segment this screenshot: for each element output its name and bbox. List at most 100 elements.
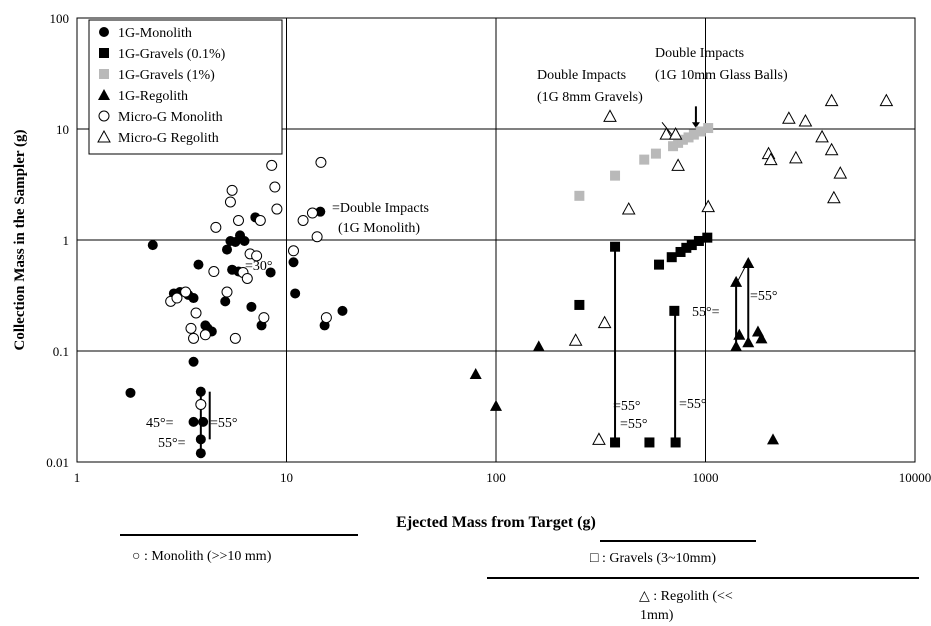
footnote-regolith: △ : Regolith (<< (639, 589, 733, 604)
x-tick-label: 1000 (693, 470, 719, 485)
legend-label: Micro-G Regolith (118, 131, 219, 146)
point-1g-monolith (288, 257, 299, 268)
annotation-55deg-monolith-right: =55° (210, 416, 238, 431)
annotation-double-impacts-monolith: =Double Impacts (332, 201, 429, 216)
point-1g-monolith (246, 301, 257, 312)
point-1g-monolith (222, 244, 233, 255)
point-1g-gravels-1 (703, 123, 714, 134)
point-micro-g-regolith (833, 166, 848, 179)
legend-marker (97, 129, 111, 143)
point-1g-regolith (742, 336, 755, 348)
legend-label: 1G-Regolith (118, 89, 188, 104)
point-1g-gravels-0-1 (686, 240, 697, 251)
point-1g-gravels-0-1 (666, 252, 677, 263)
legend-label: Micro-G Monolith (118, 110, 223, 125)
point-micro-g-monolith (311, 231, 323, 243)
point-micro-g-regolith (621, 202, 636, 215)
point-1g-gravels-0-1 (702, 232, 713, 243)
point-micro-g-monolith (180, 286, 192, 298)
x-tick-label: 10 (280, 470, 293, 485)
x-tick-label: 10000 (899, 470, 931, 485)
point-1g-monolith (195, 386, 206, 397)
point-micro-g-regolith (603, 109, 617, 122)
data-points (125, 93, 894, 459)
point-micro-g-monolith (221, 286, 233, 298)
annotation-double-impacts-glass: Double Impacts (655, 46, 744, 61)
legend-marker (99, 48, 109, 58)
point-1g-gravels-1 (610, 170, 621, 181)
point-micro-g-regolith (659, 127, 674, 140)
point-1g-monolith (125, 387, 136, 398)
legend-label: 1G-Gravels (1%) (118, 68, 215, 83)
y-tick-label: 100 (50, 11, 70, 26)
point-1g-gravels-0-1 (693, 235, 704, 246)
point-micro-g-monolith (306, 207, 318, 219)
point-1g-regolith (742, 257, 755, 269)
point-1g-monolith (290, 288, 301, 299)
point-1g-gravels-1 (650, 148, 661, 159)
point-1g-regolith (733, 328, 746, 340)
point-micro-g-regolith (879, 93, 894, 107)
point-micro-g-monolith (241, 272, 253, 284)
point-micro-g-regolith (592, 432, 606, 445)
legend-marker (98, 89, 110, 100)
point-1g-gravels-1 (668, 141, 679, 152)
point-micro-g-monolith (171, 292, 183, 304)
point-1g-monolith (195, 448, 206, 459)
footnote-regolith-cont: 1mm) (640, 608, 674, 623)
point-micro-g-regolith (815, 129, 829, 143)
point-micro-g-regolith (597, 315, 612, 329)
point-1g-monolith (147, 240, 158, 251)
point-micro-g-regolith (798, 113, 813, 127)
footnote-monolith: ○ : Monolith (>>10 mm) (132, 549, 272, 564)
point-1g-gravels-0-1 (669, 305, 680, 316)
point-micro-g-monolith (297, 214, 309, 226)
point-micro-g-regolith (824, 93, 839, 107)
annotation-55deg-gravels-3: =55° (679, 397, 707, 412)
annotation-55deg-gravels-2: =55° (620, 417, 648, 432)
point-micro-g-monolith (271, 203, 283, 215)
chart: 1 10 100 1000 10000 0.01 0.1 1 10 100 1G-Monolith… (12, 11, 931, 531)
y-axis-label: Collection Mass in the Sampler (g) (12, 130, 28, 351)
grid-lines (77, 18, 915, 462)
point-micro-g-regolith (763, 152, 778, 166)
y-tick-label: 10 (56, 122, 69, 137)
point-1g-gravels-1 (639, 154, 650, 165)
point-micro-g-regolith (789, 150, 803, 164)
point-1g-monolith (239, 235, 250, 246)
point-1g-gravels-0-1 (681, 242, 692, 253)
point-micro-g-monolith (210, 221, 222, 233)
point-1g-gravels-0-1 (644, 437, 655, 448)
point-micro-g-regolith (701, 199, 716, 213)
point-micro-g-monolith (185, 322, 197, 334)
point-micro-g-monolith (232, 214, 244, 226)
point-1g-gravels-1 (683, 132, 694, 143)
annotation-55deg-regolith-left: 55°= (692, 305, 720, 320)
point-micro-g-monolith (251, 250, 263, 262)
y-tick-label: 0.1 (53, 344, 69, 359)
legend-marker (99, 27, 109, 37)
point-1g-monolith (188, 416, 199, 427)
x-tick-label: 1 (74, 470, 81, 485)
point-1g-monolith (195, 434, 206, 445)
point-1g-monolith (265, 267, 276, 278)
footnote-gravels: □ : Gravels (3~10mm) (590, 551, 717, 566)
point-1g-gravels-0-1 (610, 437, 621, 448)
annotation-45deg: 45°= (146, 416, 174, 431)
annotation-1g-10mm-glass-balls: (1G 10mm Glass Balls) (655, 68, 788, 83)
point-1g-regolith (490, 399, 502, 411)
point-1g-monolith (337, 305, 348, 316)
point-micro-g-regolith (668, 127, 683, 140)
point-1g-gravels-0-1 (574, 299, 585, 310)
point-1g-monolith (188, 293, 199, 304)
annotation-1g-8mm-gravels: (1G 8mm Gravels) (537, 90, 643, 105)
annotation-arrowhead (691, 122, 700, 129)
legend: 1G-Monolith 1G-Gravels (0.1%) 1G-Gravels (… (88, 19, 283, 155)
point-1g-regolith (532, 340, 545, 352)
footnote-rule-2 (600, 540, 756, 542)
point-1g-regolith (730, 275, 743, 287)
point-1g-regolith (730, 340, 743, 352)
point-1g-regolith (767, 433, 780, 445)
point-micro-g-monolith (229, 332, 241, 344)
axis-tick-labels: 1 10 100 1000 10000 0.01 0.1 1 10 100 (46, 11, 931, 485)
